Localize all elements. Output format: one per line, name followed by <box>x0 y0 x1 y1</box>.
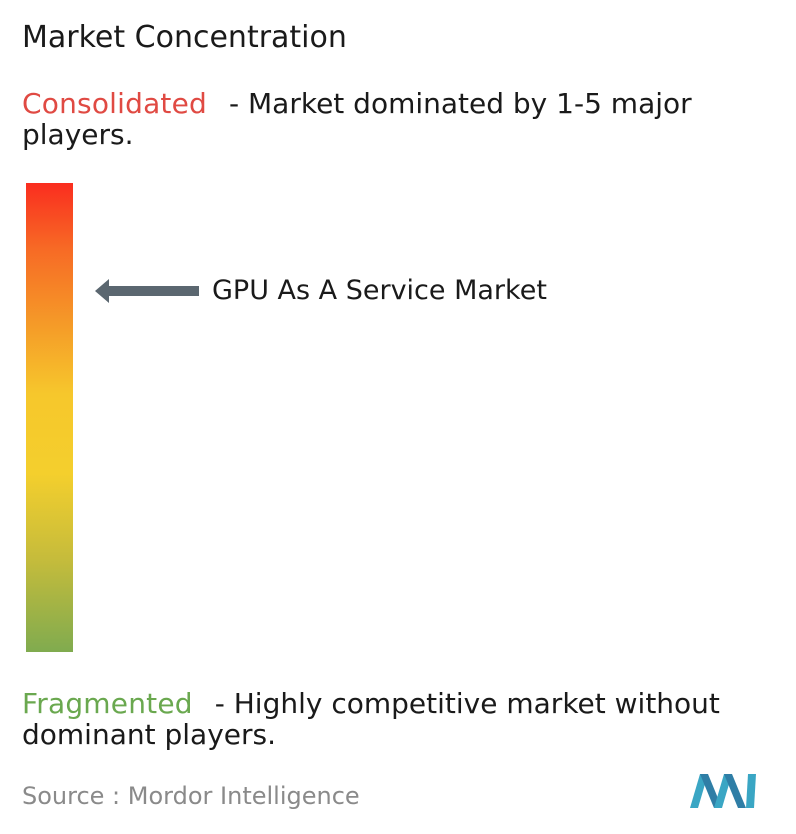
market-position-arrow-icon <box>95 278 199 303</box>
source-credit: Source : Mordor Intelligence <box>22 782 360 810</box>
fragmented-description: Fragmented - Highly competitive market wi… <box>22 688 792 750</box>
mordor-intelligence-logo-icon <box>690 774 756 808</box>
consolidated-text: - Market dominated by 1-5 major players. <box>22 87 692 151</box>
market-position-label: GPU As A Service Market <box>212 274 547 306</box>
fragmented-text: - Highly competitive market without domi… <box>22 687 720 751</box>
consolidated-description: Consolidated - Market dominated by 1-5 ma… <box>22 88 792 150</box>
consolidated-keyword: Consolidated <box>22 87 208 120</box>
fragmented-keyword: Fragmented <box>22 687 193 720</box>
chart-title: Market Concentration <box>22 20 347 55</box>
concentration-gradient-bar <box>26 183 73 652</box>
market-position-marker <box>95 278 199 303</box>
